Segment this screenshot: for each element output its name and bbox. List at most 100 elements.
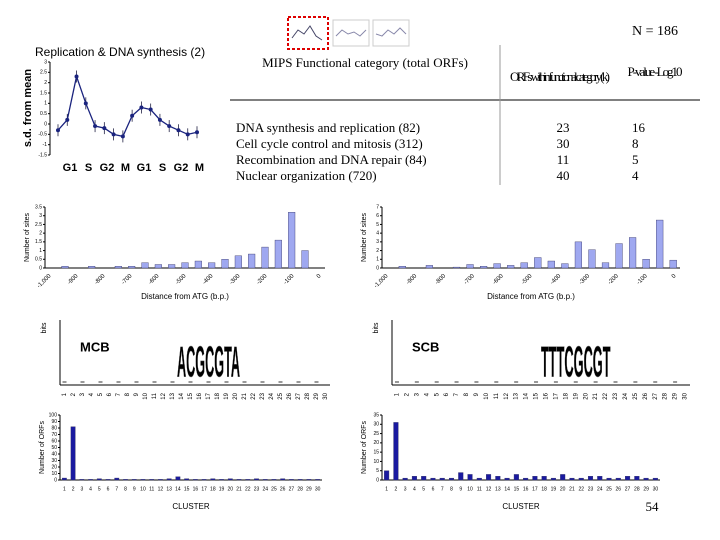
y-tick-label: 3 (44, 59, 47, 65)
x-axis-label: CLUSTER (172, 502, 210, 511)
bar (123, 479, 128, 481)
x-tick-label: 15 (514, 486, 520, 492)
position-label: 18 (215, 392, 221, 399)
logo-bar (98, 381, 103, 383)
position-label: 10 (484, 392, 490, 399)
y-tick-label: 60 (51, 438, 57, 444)
x-tick-label: 6 (432, 486, 435, 492)
bar (587, 476, 594, 481)
position-label: 29 (314, 392, 320, 399)
x-tick-label: 6 (107, 486, 110, 492)
point (102, 126, 107, 131)
x-tick-label: 29 (643, 486, 649, 492)
y-axis-label: bits (373, 322, 380, 333)
position-label: 17 (206, 392, 212, 399)
bar (271, 479, 277, 481)
bar (168, 264, 176, 269)
x-tick-label: 12 (158, 486, 164, 492)
x-tick-label: 10 (467, 486, 473, 492)
y-tick-label: 3 (39, 213, 42, 219)
logo-bar (394, 381, 399, 383)
bar (513, 474, 519, 481)
logo-bar (414, 381, 419, 383)
phase-label: S (159, 162, 166, 174)
phase-label: M (195, 162, 204, 174)
position-label: 23 (613, 392, 619, 399)
position-label: 24 (623, 392, 629, 399)
position-label: 26 (643, 392, 649, 399)
x-tick-label: 2 (395, 486, 398, 492)
bar (393, 422, 399, 481)
table-cell: 4 (632, 168, 639, 183)
y-tick-label: 3 (376, 239, 379, 245)
x-tick-label: 9 (459, 486, 462, 492)
x-tick-label: -400 (550, 273, 563, 286)
x-tick-label: 11 (149, 486, 154, 492)
position-label: 13 (514, 392, 520, 399)
bar (547, 260, 555, 269)
position-label: 27 (296, 392, 302, 399)
position-label: 4 (424, 392, 430, 396)
point (139, 105, 144, 110)
y-tick-label: 1 (376, 257, 379, 263)
table-cell: 30 (557, 136, 570, 151)
x-tick-label: 22 (578, 486, 584, 492)
point (167, 124, 172, 129)
y-tick-label: 20 (51, 464, 57, 470)
bar (88, 266, 96, 269)
x-tick-label: -700 (121, 273, 134, 286)
position-label: 20 (583, 392, 589, 399)
x-tick-label: -300 (578, 273, 591, 286)
position-label: 3 (414, 392, 420, 396)
bar (254, 478, 259, 481)
point (111, 132, 116, 137)
y-tick-label: 10 (51, 471, 57, 477)
x-tick-label: -400 (202, 273, 215, 286)
bar (652, 477, 658, 481)
x-tick-label: 21 (569, 486, 575, 492)
bar (105, 479, 111, 481)
x-tick-label: 12 (486, 486, 492, 492)
bar (569, 477, 575, 481)
bar (486, 474, 492, 481)
bar (523, 477, 529, 481)
position-label: 4 (89, 392, 95, 396)
position-label: 24 (269, 392, 275, 399)
x-tick-label: 1 (385, 486, 388, 492)
x-tick-label: -600 (492, 273, 505, 286)
table-cell: Nuclear organization (720) (236, 168, 377, 183)
bar (634, 476, 640, 481)
logo-bar (242, 381, 247, 383)
bar (534, 257, 542, 269)
bar (629, 237, 637, 269)
position-label: 16 (197, 392, 203, 399)
bar (96, 478, 102, 481)
bar (227, 478, 233, 481)
position-label: 29 (673, 392, 679, 399)
y-tick-label: 1.5 (40, 90, 47, 96)
profile-title: Replication & DNA synthesis (2) (35, 45, 205, 59)
position-label: 30 (323, 392, 329, 399)
x-tick-label: -800 (94, 273, 107, 286)
x-tick-label: -500 (521, 273, 534, 286)
bar (398, 266, 406, 269)
position-label: 2 (404, 392, 410, 396)
phase-label: M (121, 162, 130, 174)
y-tick-label: 2.5 (40, 70, 47, 76)
bar (192, 479, 198, 481)
x-tick-label: 23 (254, 486, 260, 492)
thumbnail (375, 27, 407, 37)
point (56, 128, 60, 133)
x-tick-label: -900 (67, 273, 80, 286)
bar (306, 479, 312, 481)
y-axis-label: bits (41, 322, 48, 333)
y-tick-label: 20 (373, 440, 379, 446)
logo-bar (260, 381, 265, 383)
position-label: 16 (544, 392, 550, 399)
table-cell: 11 (557, 152, 570, 167)
x-tick-label: 7 (115, 486, 118, 492)
position-label: 6 (107, 392, 113, 396)
thumbnail (291, 25, 323, 41)
bar (261, 246, 269, 269)
